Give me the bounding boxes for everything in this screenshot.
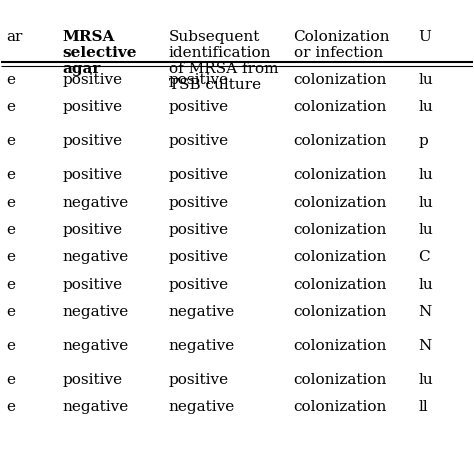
Text: e: e (6, 305, 15, 319)
Text: colonization: colonization (293, 305, 387, 319)
Text: Subsequent
identification
of MRSA from
TSB culture: Subsequent identification of MRSA from T… (169, 30, 278, 92)
Text: e: e (6, 168, 15, 182)
Text: e: e (6, 400, 15, 414)
Text: negative: negative (63, 305, 129, 319)
Text: ll: ll (419, 400, 428, 414)
Text: ar: ar (6, 30, 22, 44)
Text: positive: positive (63, 134, 123, 148)
Text: U: U (419, 30, 431, 44)
Text: positive: positive (63, 373, 123, 387)
Text: colonization: colonization (293, 100, 387, 114)
Text: e: e (6, 196, 15, 210)
Text: lu: lu (419, 196, 433, 210)
Text: negative: negative (63, 339, 129, 353)
Text: positive: positive (169, 196, 229, 210)
Text: colonization: colonization (293, 223, 387, 237)
Text: MRSA
selective
agar: MRSA selective agar (63, 30, 137, 76)
Text: negative: negative (169, 400, 235, 414)
Text: colonization: colonization (293, 373, 387, 387)
Text: positive: positive (169, 168, 229, 182)
Text: e: e (6, 223, 15, 237)
Text: positive: positive (63, 223, 123, 237)
Text: positive: positive (169, 277, 229, 292)
Text: positive: positive (63, 277, 123, 292)
Text: negative: negative (169, 339, 235, 353)
Text: colonization: colonization (293, 339, 387, 353)
Text: positive: positive (169, 250, 229, 264)
Text: N: N (419, 339, 432, 353)
Text: N: N (419, 305, 432, 319)
Text: positive: positive (63, 100, 123, 114)
Text: colonization: colonization (293, 277, 387, 292)
Text: colonization: colonization (293, 250, 387, 264)
Text: e: e (6, 100, 15, 114)
Text: lu: lu (419, 277, 433, 292)
Text: e: e (6, 373, 15, 387)
Text: colonization: colonization (293, 400, 387, 414)
Text: e: e (6, 73, 15, 87)
Text: negative: negative (63, 196, 129, 210)
Text: e: e (6, 250, 15, 264)
Text: e: e (6, 134, 15, 148)
Text: positive: positive (169, 134, 229, 148)
Text: colonization: colonization (293, 196, 387, 210)
Text: negative: negative (63, 400, 129, 414)
Text: colonization: colonization (293, 168, 387, 182)
Text: C: C (419, 250, 430, 264)
Text: lu: lu (419, 100, 433, 114)
Text: positive: positive (169, 373, 229, 387)
Text: positive: positive (63, 73, 123, 87)
Text: positive: positive (63, 168, 123, 182)
Text: lu: lu (419, 168, 433, 182)
Text: positive: positive (169, 73, 229, 87)
Text: lu: lu (419, 73, 433, 87)
Text: lu: lu (419, 373, 433, 387)
Text: negative: negative (169, 305, 235, 319)
Text: colonization: colonization (293, 134, 387, 148)
Text: Colonization
or infection: Colonization or infection (293, 30, 390, 60)
Text: e: e (6, 339, 15, 353)
Text: e: e (6, 277, 15, 292)
Text: colonization: colonization (293, 73, 387, 87)
Text: negative: negative (63, 250, 129, 264)
Text: p: p (419, 134, 428, 148)
Text: lu: lu (419, 223, 433, 237)
Text: positive: positive (169, 100, 229, 114)
Text: positive: positive (169, 223, 229, 237)
